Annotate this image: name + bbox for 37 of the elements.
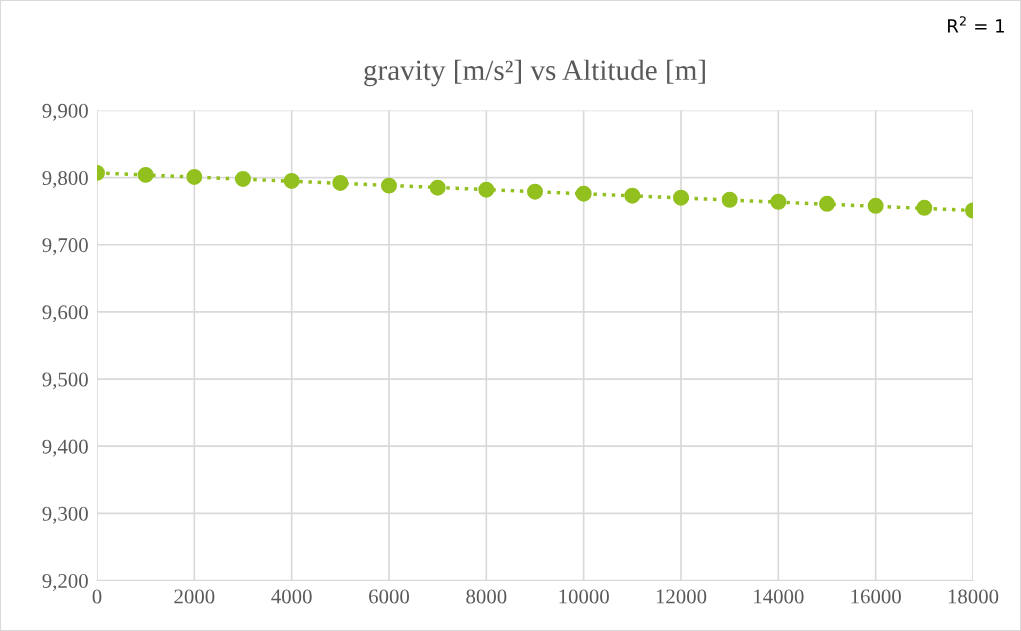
y-tick-label: 9,600 [42, 305, 88, 323]
y-tick-label: 9,900 [42, 103, 88, 121]
point [137, 166, 154, 183]
point [624, 187, 641, 204]
point [575, 185, 592, 202]
point [381, 177, 397, 194]
x-tick-label: 10000 [559, 589, 609, 604]
y-tick-label: 9,800 [42, 170, 88, 189]
text: R$^{2}$ = 1 [948, 16, 1004, 33]
point [770, 193, 787, 210]
point [819, 195, 835, 212]
y-tick-label: 9,300 [42, 506, 88, 524]
point [283, 172, 300, 189]
point [916, 199, 933, 216]
point [867, 197, 884, 214]
point [235, 170, 251, 187]
y-tick-label: 9,200 [42, 573, 88, 591]
y-tick-label: 9,700 [42, 238, 88, 256]
x-tick-label: 8000 [466, 589, 507, 604]
x-tick-label: 18000 [948, 589, 999, 604]
x-tick-label: 2000 [174, 589, 215, 604]
x-tick-label: 14000 [754, 589, 804, 604]
chart-title: gravity [m/s²] vs Altitude [m] [364, 59, 705, 87]
y-tick-label: 9,500 [42, 372, 88, 390]
point [478, 181, 495, 198]
x-tick-label: 6000 [369, 589, 410, 604]
y-tick-label: 9,400 [42, 439, 88, 457]
x-tick-label: 16000 [851, 589, 901, 604]
point [429, 179, 446, 196]
x-tick-label: 12000 [656, 589, 707, 604]
point [721, 191, 738, 208]
point [527, 183, 543, 200]
x-tick-label: 4000 [271, 589, 312, 604]
point [332, 174, 349, 191]
point [186, 168, 203, 185]
point [673, 189, 689, 206]
x-tick-label: 0 [92, 589, 102, 604]
